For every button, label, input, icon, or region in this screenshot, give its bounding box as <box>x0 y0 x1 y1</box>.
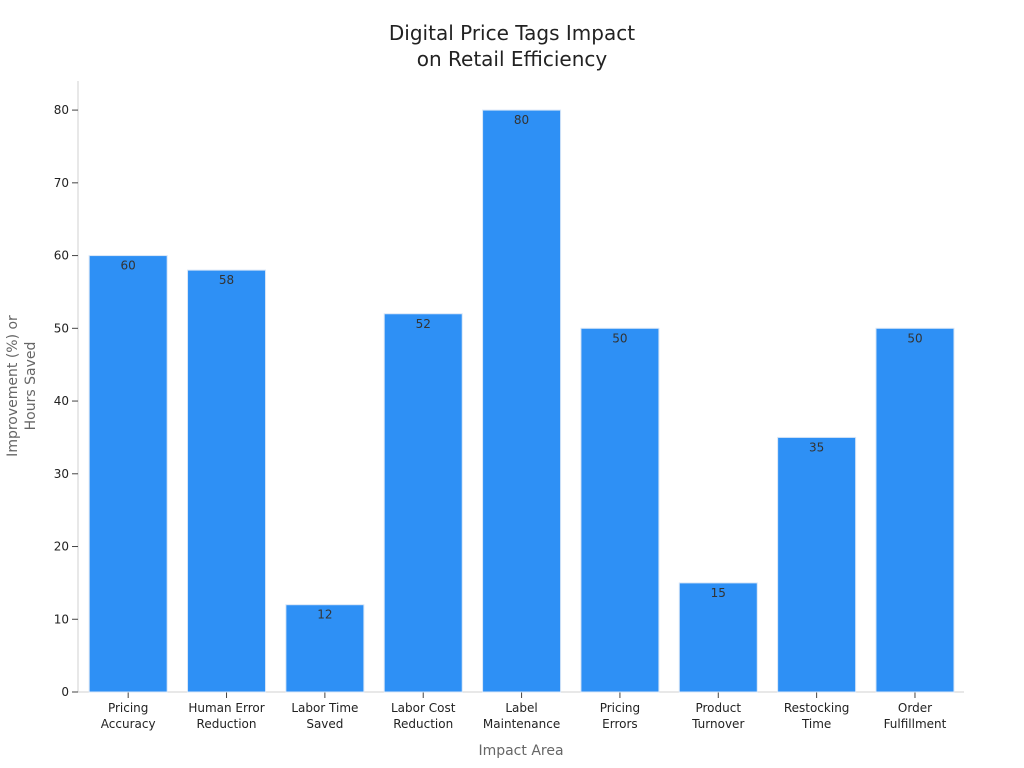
chart-title-line-2: on Retail Efficiency <box>417 47 608 71</box>
bar-value-label: 52 <box>416 317 431 331</box>
bar-value-label: 15 <box>711 586 726 600</box>
x-tick-label: Errors <box>602 717 638 731</box>
x-tick-label: Order <box>898 701 932 715</box>
x-axis-title: Impact Area <box>478 743 563 759</box>
y-axis-title-line-1: Improvement (%) or <box>5 315 21 457</box>
x-tick-label: Label <box>505 701 537 715</box>
y-tick-label: 40 <box>54 394 69 408</box>
bars <box>88 109 955 693</box>
y-tick-label: 70 <box>54 176 69 190</box>
bar-value-label: 12 <box>317 608 332 622</box>
bar <box>383 313 463 693</box>
bar-value-label: 80 <box>514 113 529 127</box>
chart-title: Digital Price Tags Impact on Retail Effi… <box>389 21 635 71</box>
x-tick-label: Saved <box>306 717 343 731</box>
bar <box>678 582 758 693</box>
x-tick-label: Pricing <box>600 701 640 715</box>
y-tick-label: 60 <box>54 249 69 263</box>
bar <box>875 327 955 693</box>
x-tick-label: Pricing <box>108 701 148 715</box>
bar <box>88 255 168 693</box>
bar <box>580 327 660 693</box>
bar-value-label: 58 <box>219 273 234 287</box>
x-tick-label: Time <box>801 717 831 731</box>
bar <box>285 604 365 693</box>
x-tick-label: Restocking <box>784 701 850 715</box>
x-tick-label: Labor Time <box>291 701 358 715</box>
y-axis-title-line-2: Hours Saved <box>23 342 39 431</box>
bar-value-label: 50 <box>612 331 627 345</box>
chart-title-line-1: Digital Price Tags Impact <box>389 21 635 45</box>
labels: 0 10 20 30 40 50 60 70 80 60 Pricing Accuracy 58 Huma… <box>54 103 947 731</box>
x-tick-label: Labor Cost <box>391 701 456 715</box>
bar-value-label: 35 <box>809 440 824 454</box>
x-tick-label: Turnover <box>691 717 744 731</box>
x-tick-label: Reduction <box>393 717 453 731</box>
y-tick-label: 20 <box>54 540 69 554</box>
y-tick-label: 50 <box>54 321 69 335</box>
x-tick-label: Reduction <box>197 717 257 731</box>
y-tick-label: 10 <box>54 612 69 626</box>
x-tick-label: Maintenance <box>483 717 560 731</box>
y-axis-title: Improvement (%) or Hours Saved <box>5 315 39 457</box>
x-tick-label: Fulfillment <box>884 717 947 731</box>
bar <box>482 109 562 693</box>
bar-value-label: 50 <box>907 331 922 345</box>
x-tick-label: Product <box>695 701 741 715</box>
bar-value-label: 60 <box>121 259 136 273</box>
y-tick-label: 30 <box>54 467 69 481</box>
y-tick-label: 80 <box>54 103 69 117</box>
y-tick-label: 0 <box>61 685 69 699</box>
x-tick-label: Human Error <box>188 701 264 715</box>
bar <box>777 436 857 693</box>
x-tick-label: Accuracy <box>101 717 156 731</box>
bar <box>187 269 267 693</box>
